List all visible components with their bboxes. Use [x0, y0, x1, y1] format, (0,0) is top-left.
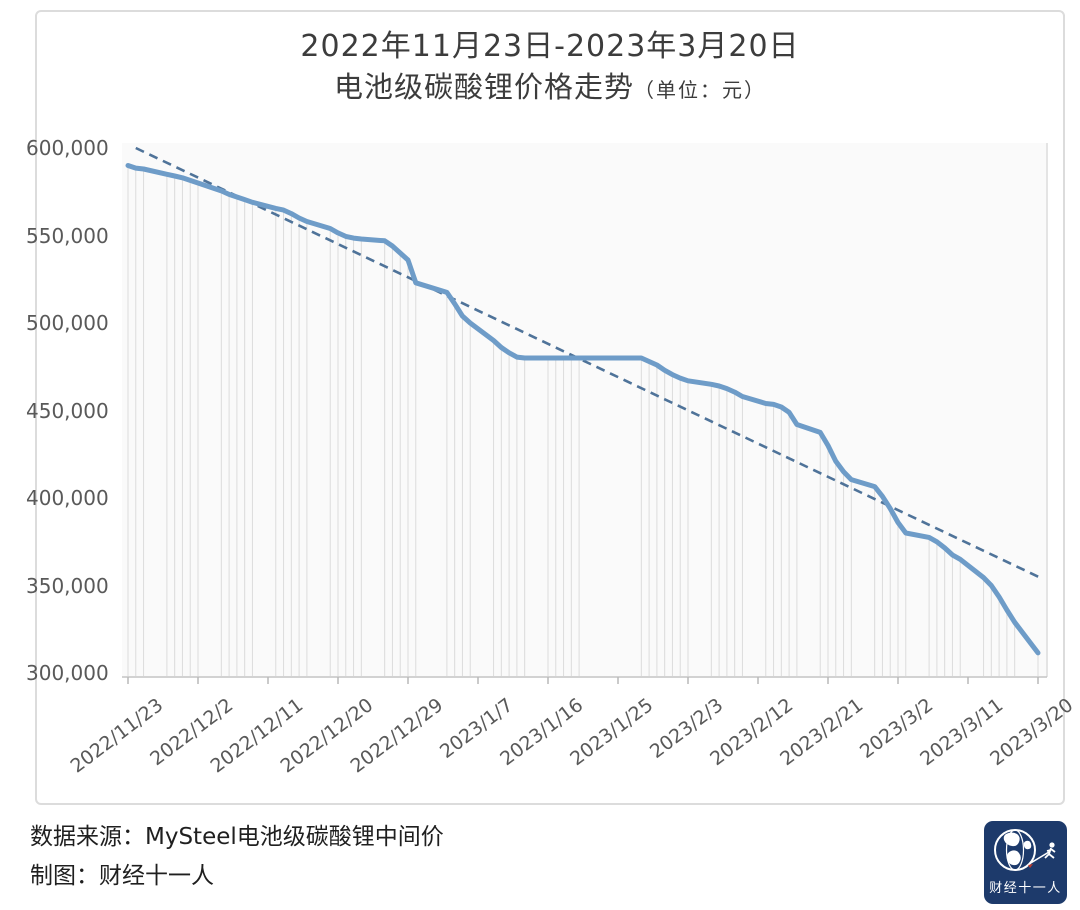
- logo-text: 财经十一人: [989, 881, 1062, 896]
- chart-title-line2-main: 电池级碳酸锂价格走势: [333, 70, 634, 104]
- y-axis-label: 300,000: [26, 661, 109, 685]
- red-accent: [1028, 864, 1033, 868]
- y-axis-label: 500,000: [26, 311, 109, 335]
- chart-title-line1: 2022年11月23日-2023年3月20日: [300, 29, 800, 64]
- logo-caijing-eleven: 财经十一人: [984, 821, 1067, 904]
- logo-graphic: 财经十一人: [989, 829, 1062, 896]
- y-axis-label: 550,000: [26, 223, 109, 248]
- chart-title-line2: 电池级碳酸锂价格走势（单位：元）: [35, 68, 1065, 109]
- trend-line: [135, 146, 1043, 580]
- plot-area: [122, 143, 1047, 677]
- data-source-line: 数据来源：MySteel电池级碳酸锂中间价: [30, 824, 444, 850]
- y-axis-label: 450,000: [26, 398, 109, 423]
- globe-icon: [994, 829, 1036, 871]
- y-axis-label: 350,000: [26, 573, 109, 598]
- chart-credit-line: 制图：财经十一人: [30, 863, 214, 889]
- pulling-figure-icon: [1044, 842, 1056, 859]
- chart-title-unit: （单位：元）: [634, 78, 766, 102]
- y-axis-label: 400,000: [26, 486, 109, 510]
- price-line: [125, 163, 1041, 656]
- chart-title: 2022年11月23日-2023年3月20日 电池级碳酸锂价格走势（单位：元）: [35, 26, 1065, 109]
- rope-line: [1028, 851, 1050, 865]
- footer-credits: 数据来源：MySteel电池级碳酸锂中间价 制图：财经十一人: [30, 818, 444, 896]
- y-axis-label: 600,000: [26, 136, 109, 160]
